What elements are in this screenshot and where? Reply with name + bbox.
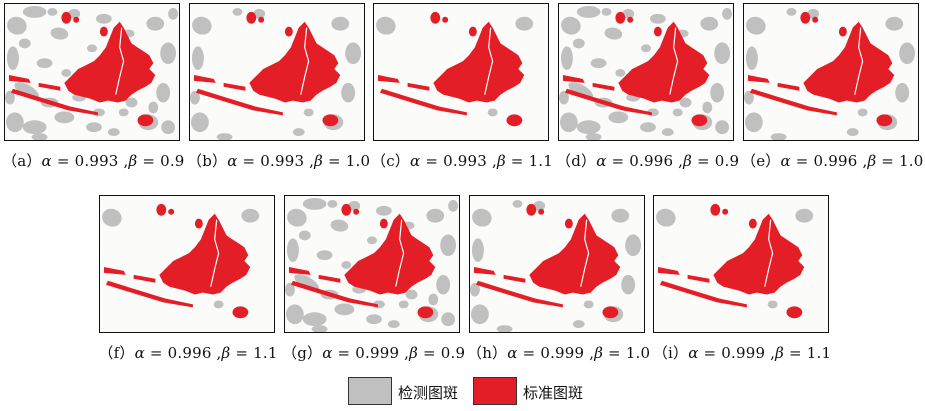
map-f [102,203,260,319]
alpha-value: 0.993 [74,152,119,170]
caption-tag: （i） [652,344,689,362]
map-a [5,5,179,140]
map-frame [284,195,460,333]
beta-value: 1.0 [899,152,924,170]
caption-f: （f）α = 0.996 ,β = 1.1 [98,344,278,362]
map-h [470,199,642,332]
beta-value: 0.9 [160,152,185,170]
beta-value: 1.0 [345,152,371,170]
caption-b: （b）α = 0.993 ,β = 1.0 [187,152,371,170]
map-frame [99,195,275,333]
caption-tag: （b） [187,152,228,170]
beta-value: 1.1 [253,344,278,362]
map-frame [743,3,919,141]
map-frame [189,3,365,141]
caption-h: （h）α = 0.999 ,β = 1.0 [467,344,651,362]
caption-tag: （a） [2,152,42,170]
caption-e: （e）α = 0.996 ,β = 1.0 [741,152,924,170]
map-frame [4,3,180,141]
beta-value: 0.9 [714,152,740,170]
map-e [744,7,916,140]
alpha-value: 0.993 [260,152,305,170]
alpha-value: 0.999 [721,344,766,362]
legend-swatch-detected [348,377,392,405]
caption-i: （i）α = 0.999 ,β = 1.1 [652,344,832,362]
map-d [559,5,733,140]
alpha-value: 0.999 [355,344,400,362]
alpha-value: 0.993 [443,152,488,170]
caption-tag: （c） [371,152,411,170]
caption-tag: （g） [282,344,323,362]
beta-value: 1.0 [625,344,651,362]
map-frame [653,195,829,333]
caption-d: （d）α = 0.996 ,β = 0.9 [556,152,740,170]
map-frame [558,3,734,141]
legend-label-standard: 标准图斑 [523,384,584,402]
alpha-value: 0.996 [813,152,858,170]
map-i [656,203,814,319]
alpha-value: 0.996 [629,152,674,170]
caption-tag: （d） [556,152,597,170]
map-c [376,11,534,127]
map-frame [373,3,549,141]
map-frame [469,195,645,333]
map-b [190,7,362,140]
alpha-value: 0.996 [167,344,212,362]
beta-value: 1.1 [528,152,554,170]
caption-tag: （e） [741,152,781,170]
legend-label-detected: 检测图斑 [398,384,459,402]
legend-swatch-standard [473,377,517,405]
map-g [285,197,459,332]
beta-value: 1.1 [806,344,832,362]
caption-tag: （h） [467,344,508,362]
beta-value: 0.9 [440,344,466,362]
caption-g: （g）α = 0.999 ,β = 0.9 [282,344,466,362]
alpha-value: 0.999 [540,344,585,362]
caption-a: （a）α = 0.993 ,β = 0.9 [2,152,185,170]
caption-c: （c）α = 0.993 ,β = 1.1 [371,152,554,170]
caption-tag: （f） [98,344,135,362]
